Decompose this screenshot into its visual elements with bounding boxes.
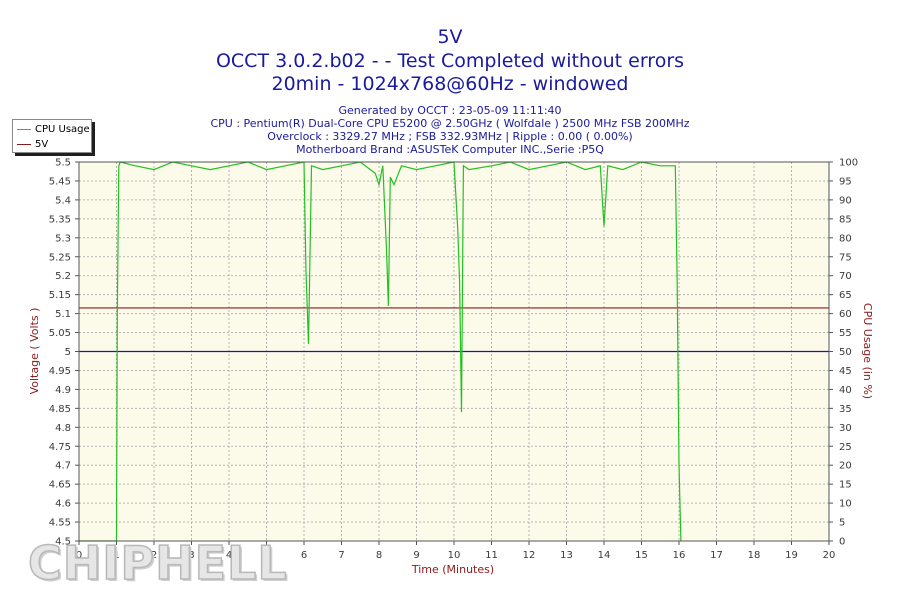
y2-tick-label: 95 [839,176,852,187]
x-tick-label: 13 [560,550,573,561]
y-tick-label: 5.05 [49,328,71,339]
info-generated: Generated by OCCT : 23-05-09 11:11:40 [338,104,562,117]
y-tick-label: 4.65 [49,480,71,491]
y-tick-label: 4.9 [55,385,71,396]
y-axis-label: Voltage ( Volts ) [28,308,41,395]
cpu-usage-series-line [79,161,682,542]
y-tick-label: 5.3 [55,233,71,244]
y-tick-label: 5.4 [55,195,71,206]
y-tick-label: 5.1 [55,309,71,320]
y2-tick-label: 10 [839,499,852,510]
x-axis-label: Time (Minutes) [411,563,494,576]
x-tick-label: 2 [151,550,157,561]
y-axis-ticks: 4.5 4.55 4.6 4.65 4.7 4.75 4.8 4.85 4.9 4.95 5 5.05… [49,158,79,548]
x-tick-label: 19 [785,550,798,561]
y2-tick-label: 15 [839,480,852,491]
y-tick-label: 4.85 [49,404,71,415]
x-tick-label: 11 [485,550,498,561]
y-tick-label: 5.35 [49,214,71,225]
y2-tick-label: 35 [839,404,852,415]
y-tick-label: 4.8 [55,423,71,434]
legend: CPU Usage 5V [12,119,92,153]
legend-item-5v: 5V [17,137,48,151]
info-motherboard: Motherboard Brand :ASUSTeK Computer INC.… [296,143,604,156]
x-tick-label: 9 [413,550,419,561]
chart-subtitle-line-2: 20min - 1024x768@60Hz - windowed [271,73,629,95]
x-axis-ticks: 0 1 2 3 4 5 6 7 8 9 10 11 12 13 14 15 16 17 18 19 20 [76,541,836,561]
y2-tick-label: 20 [839,461,852,472]
x-tick-label: 18 [748,550,761,561]
reference-lines [79,307,829,353]
y-tick-label: 4.55 [49,518,71,529]
chiphell-watermark: CHIPHELL [27,535,288,591]
x-tick-label: 4 [226,550,232,561]
y2-axis-ticks: 0 5 10 15 20 25 30 35 40 45 50 55 60 65 70 75 80 85 90 95 10… [829,158,858,548]
y2-tick-label: 55 [839,328,852,339]
x-tick-label: 12 [523,550,536,561]
legend-swatch-cpu-usage [17,128,31,130]
y-tick-label: 4.6 [55,499,71,510]
x-tick-label: 1 [113,550,119,561]
y2-tick-label: 25 [839,442,852,453]
x-tick-label: 8 [376,550,382,561]
y-tick-label: 4.75 [49,442,71,453]
y-tick-label: 5.15 [49,290,71,301]
x-tick-label: 20 [823,550,836,561]
x-tick-label: 17 [710,550,723,561]
y-tick-label: 4.5 [55,537,71,548]
y2-axis-label: CPU Usage (in %) [861,303,874,399]
y2-tick-label: 5 [839,518,845,529]
y2-tick-label: 85 [839,214,852,225]
legend-swatch-5v [17,143,31,145]
x-tick-label: 14 [598,550,611,561]
x-tick-label: 16 [673,550,686,561]
y2-tick-label: 90 [839,195,852,206]
y-tick-label: 5.5 [55,158,71,169]
y2-tick-label: 45 [839,366,852,377]
y2-tick-label: 100 [839,158,858,169]
x-tick-label: 10 [448,550,461,561]
x-tick-label: 7 [338,550,344,561]
chart-title: 5V [437,26,463,48]
y2-tick-label: 75 [839,252,852,263]
legend-item-cpu-usage: CPU Usage [17,122,90,136]
y-tick-label: 5 [65,347,71,358]
x-tick-label: 3 [188,550,194,561]
y2-tick-label: 70 [839,271,852,282]
info-cpu: CPU : Pentium(R) Dual-Core CPU E5200 @ 2… [210,117,690,130]
y-tick-label: 4.95 [49,366,71,377]
x-tick-label: 5 [263,550,269,561]
y2-tick-label: 0 [839,537,845,548]
y2-tick-label: 40 [839,385,852,396]
y-tick-label: 4.7 [55,461,71,472]
x-tick-label: 6 [301,550,307,561]
y2-tick-label: 50 [839,347,852,358]
chart-subtitle-line-1: OCCT 3.0.2.b02 - - Test Completed withou… [215,50,685,72]
legend-label-cpu-usage: CPU Usage [35,123,90,135]
y-tick-label: 5.45 [49,176,71,187]
y2-tick-label: 80 [839,233,852,244]
x-tick-label: 15 [635,550,648,561]
y-tick-label: 5.2 [55,271,71,282]
y2-tick-label: 65 [839,290,852,301]
legend-label-5v: 5V [35,138,49,150]
y2-tick-label: 60 [839,309,852,320]
info-overclock: Overclock : 3329.27 MHz ; FSB 332.93MHz … [267,130,633,143]
y-tick-label: 5.25 [49,252,71,263]
x-tick-label: 0 [76,550,82,561]
y2-tick-label: 30 [839,423,852,434]
